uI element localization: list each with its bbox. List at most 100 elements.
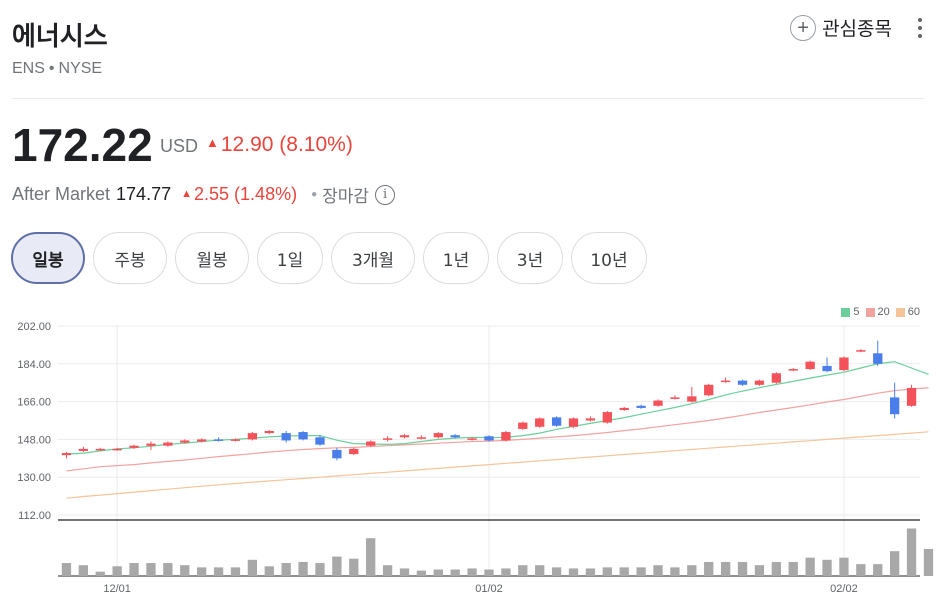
watchlist-label: 관심종목	[822, 18, 892, 40]
after-market-change: ▲ 2.55 (1.48%)	[181, 184, 298, 204]
x-tick-label: 02/02	[830, 583, 858, 595]
plus-icon: +	[790, 14, 817, 41]
volume-bar	[636, 567, 646, 576]
volume-bar	[78, 565, 89, 576]
ticker-line: ENS • NYSE	[12, 60, 102, 78]
legend-ma20: 20	[865, 306, 890, 318]
volume-bar	[822, 559, 832, 576]
candle-body	[112, 448, 122, 451]
candle-body	[382, 438, 393, 440]
candle-body	[366, 441, 376, 446]
candle-body	[771, 373, 781, 383]
volume-bar	[197, 567, 207, 576]
volume-bar	[163, 563, 173, 576]
legend-ma5: 5	[841, 306, 860, 318]
add-watchlist-button[interactable]: + 관심종목	[790, 14, 892, 41]
candle-body	[704, 384, 714, 396]
info-icon[interactable]: i	[375, 184, 396, 205]
ticker-symbol: ENS	[12, 60, 45, 77]
volume-bar	[146, 563, 156, 576]
volume-bar	[720, 561, 731, 576]
more-options-icon[interactable]	[914, 16, 926, 40]
volume-bar	[653, 565, 663, 576]
candle-body	[653, 400, 663, 406]
candle-body	[670, 397, 680, 399]
volume-bar	[416, 570, 427, 576]
y-tick-label: 112.00	[18, 510, 51, 522]
candle-body	[129, 445, 139, 448]
up-triangle-icon: ▲	[206, 135, 219, 150]
volume-bar	[366, 538, 376, 576]
volume-bar	[230, 567, 241, 576]
candle-body	[95, 448, 105, 451]
candle-body	[78, 448, 89, 451]
y-tick-label: 166.00	[17, 397, 51, 409]
x-tick-label: 01/02	[475, 583, 503, 595]
candle-body	[399, 435, 410, 438]
stock-name: 에너시스	[12, 22, 108, 52]
candle-body	[197, 439, 207, 442]
volume-bar	[771, 561, 781, 576]
volume-bar	[95, 571, 105, 576]
volume-bar	[247, 559, 258, 576]
after-market-price: 174.77	[116, 184, 172, 204]
volume-bar	[754, 565, 765, 576]
volume-bar	[737, 561, 748, 576]
volume-bar	[467, 568, 477, 576]
ma60-line	[66, 431, 929, 499]
volume-bar	[873, 564, 883, 576]
tab-1year[interactable]: 1년	[423, 232, 489, 284]
tab-3months[interactable]: 3개월	[331, 232, 415, 284]
volume-bar	[585, 568, 596, 576]
volume-bar	[856, 564, 866, 576]
volume-bar	[298, 561, 308, 576]
candle-body	[484, 436, 494, 441]
candle-body	[332, 449, 342, 459]
tab-1day[interactable]: 1일	[257, 232, 323, 284]
volume-bar	[619, 567, 629, 576]
volume-bar	[349, 558, 359, 576]
candle-body	[450, 435, 460, 438]
y-tick-label: 184.00	[17, 359, 51, 371]
candle-body	[788, 369, 798, 371]
x-tick-label: 12/01	[103, 583, 131, 595]
volume-bar	[889, 551, 900, 576]
separator-dot: •	[48, 60, 55, 77]
ma20-line	[66, 387, 929, 472]
exchange-name: NYSE	[58, 60, 103, 77]
period-tabs: 일봉 주봉 월봉 1일 3개월 1년 3년 10년	[11, 232, 647, 284]
tab-weekly[interactable]: 주봉	[93, 232, 167, 284]
status-dot: ●	[311, 189, 318, 200]
volume-bar	[602, 567, 612, 576]
candle-body	[501, 432, 511, 441]
tab-3years[interactable]: 3년	[497, 232, 563, 284]
candle-body	[298, 432, 308, 440]
currency-label: USD	[160, 136, 199, 156]
tab-10years[interactable]: 10년	[571, 232, 647, 284]
candle-body	[754, 380, 765, 385]
candle-body	[213, 439, 224, 441]
y-tick-label: 202.00	[17, 321, 51, 333]
after-market-label: After Market	[12, 184, 111, 204]
volume-bar	[264, 566, 274, 576]
candle-body	[839, 357, 849, 371]
volume-bar	[839, 557, 849, 576]
volume-bar	[535, 565, 545, 576]
candle-body	[146, 443, 156, 446]
market-status: 장마감	[322, 187, 370, 207]
candle-body	[180, 440, 190, 443]
candle-body	[535, 418, 545, 427]
change-value: 12.90	[220, 133, 274, 156]
candle-body	[856, 350, 866, 352]
volume-bar	[382, 565, 393, 576]
candle-body	[467, 438, 477, 440]
price-change: ▲12.90 (8.10%)	[206, 133, 353, 157]
volume-bar	[670, 567, 680, 576]
candle-body	[433, 433, 443, 438]
candle-body	[619, 407, 629, 410]
volume-bar	[61, 563, 72, 576]
y-tick-label: 148.00	[17, 434, 51, 446]
tab-monthly[interactable]: 월봉	[175, 232, 249, 284]
tab-daily[interactable]: 일봉	[11, 232, 85, 284]
